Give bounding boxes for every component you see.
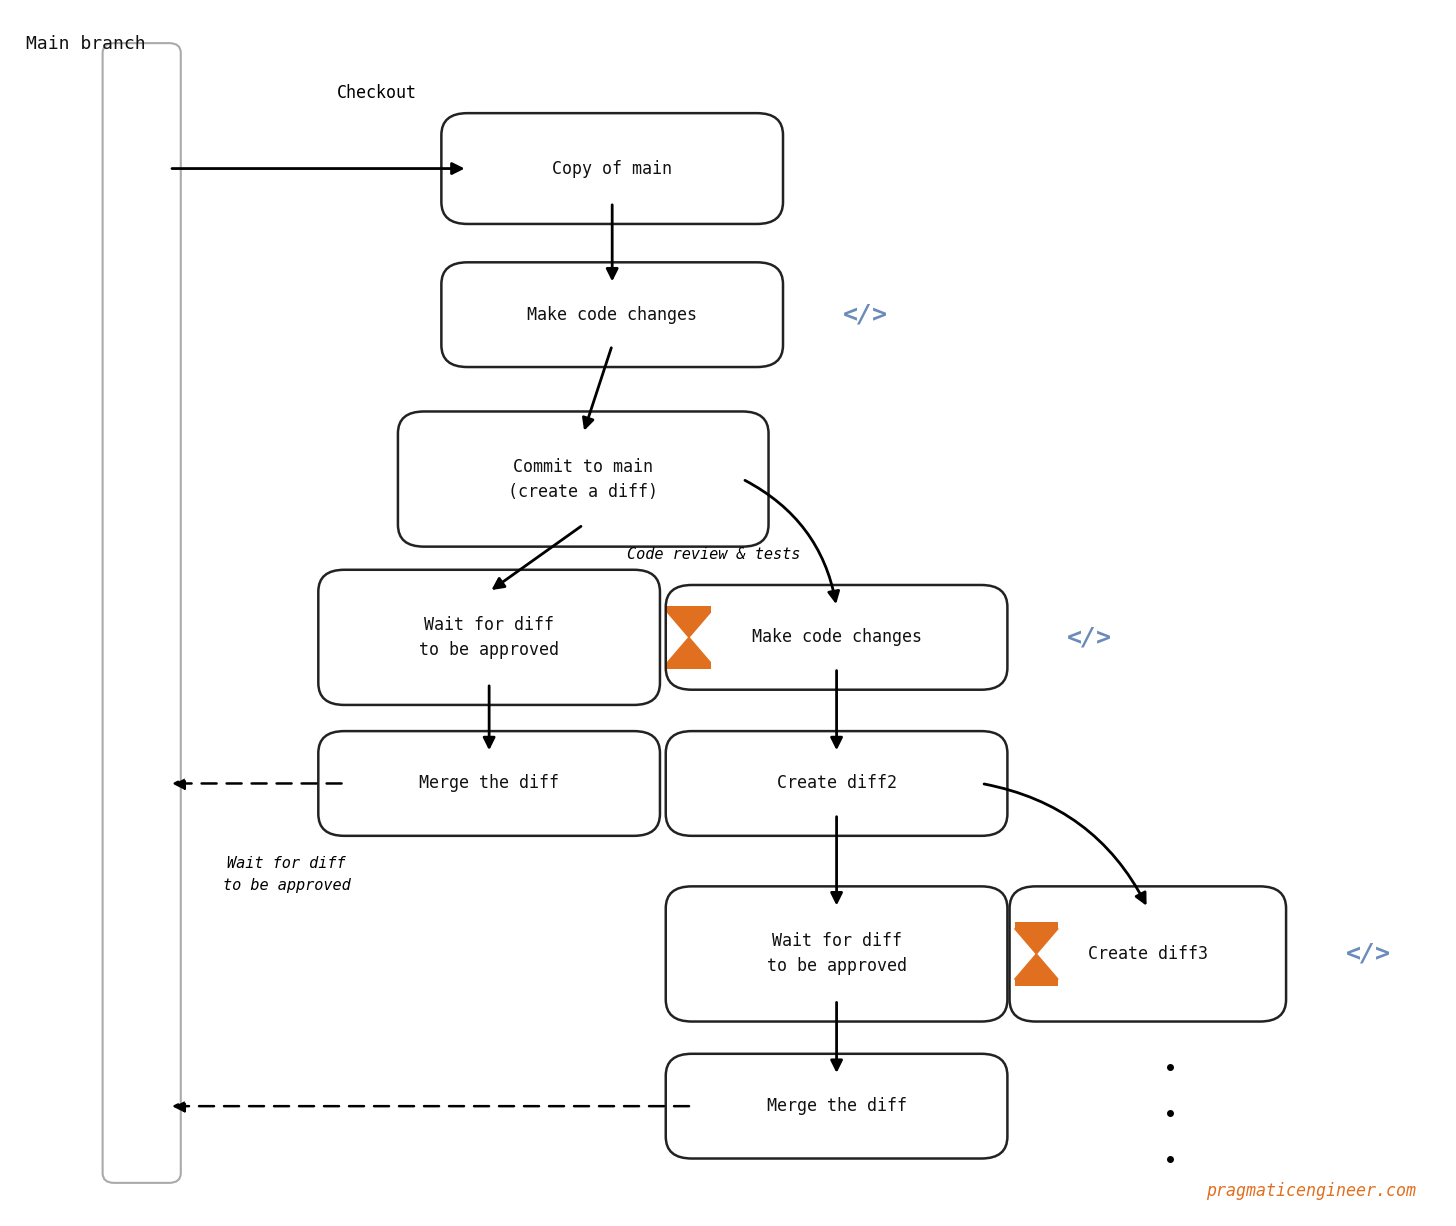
FancyBboxPatch shape bbox=[441, 262, 783, 367]
Text: Create diff3: Create diff3 bbox=[1088, 945, 1208, 962]
FancyBboxPatch shape bbox=[667, 606, 711, 612]
FancyBboxPatch shape bbox=[1015, 922, 1059, 928]
Text: pragmaticengineer.com: pragmaticengineer.com bbox=[1206, 1182, 1415, 1200]
Text: </>: </> bbox=[843, 303, 888, 326]
Text: Merge the diff: Merge the diff bbox=[766, 1097, 907, 1116]
FancyBboxPatch shape bbox=[441, 113, 783, 224]
Polygon shape bbox=[667, 612, 711, 638]
Text: </>: </> bbox=[1347, 942, 1390, 966]
FancyBboxPatch shape bbox=[102, 43, 181, 1183]
Text: Copy of main: Copy of main bbox=[552, 159, 673, 178]
Text: Make code changes: Make code changes bbox=[527, 305, 697, 324]
Text: Code review & tests: Code review & tests bbox=[626, 547, 799, 562]
Text: Main branch: Main branch bbox=[26, 34, 146, 53]
FancyBboxPatch shape bbox=[665, 1054, 1008, 1159]
Text: </>: </> bbox=[1067, 625, 1112, 650]
Text: Wait for diff
to be approved: Wait for diff to be approved bbox=[223, 856, 351, 894]
Text: Wait for diff
to be approved: Wait for diff to be approved bbox=[419, 615, 559, 658]
FancyBboxPatch shape bbox=[1015, 980, 1059, 986]
Polygon shape bbox=[1015, 928, 1059, 954]
Text: Merge the diff: Merge the diff bbox=[419, 775, 559, 792]
Polygon shape bbox=[667, 638, 711, 663]
Text: Make code changes: Make code changes bbox=[751, 629, 922, 646]
FancyBboxPatch shape bbox=[397, 412, 769, 547]
Polygon shape bbox=[674, 651, 703, 663]
Text: Wait for diff
to be approved: Wait for diff to be approved bbox=[766, 933, 907, 976]
FancyBboxPatch shape bbox=[665, 886, 1008, 1021]
Polygon shape bbox=[1015, 954, 1059, 980]
FancyBboxPatch shape bbox=[319, 731, 660, 836]
FancyBboxPatch shape bbox=[1009, 886, 1286, 1021]
FancyBboxPatch shape bbox=[665, 585, 1008, 690]
Text: Checkout: Checkout bbox=[338, 83, 416, 102]
Text: Commit to main
(create a diff): Commit to main (create a diff) bbox=[508, 457, 658, 500]
Text: Create diff2: Create diff2 bbox=[776, 775, 897, 792]
FancyBboxPatch shape bbox=[319, 570, 660, 705]
FancyBboxPatch shape bbox=[665, 731, 1008, 836]
Polygon shape bbox=[1022, 967, 1051, 980]
FancyBboxPatch shape bbox=[667, 663, 711, 669]
